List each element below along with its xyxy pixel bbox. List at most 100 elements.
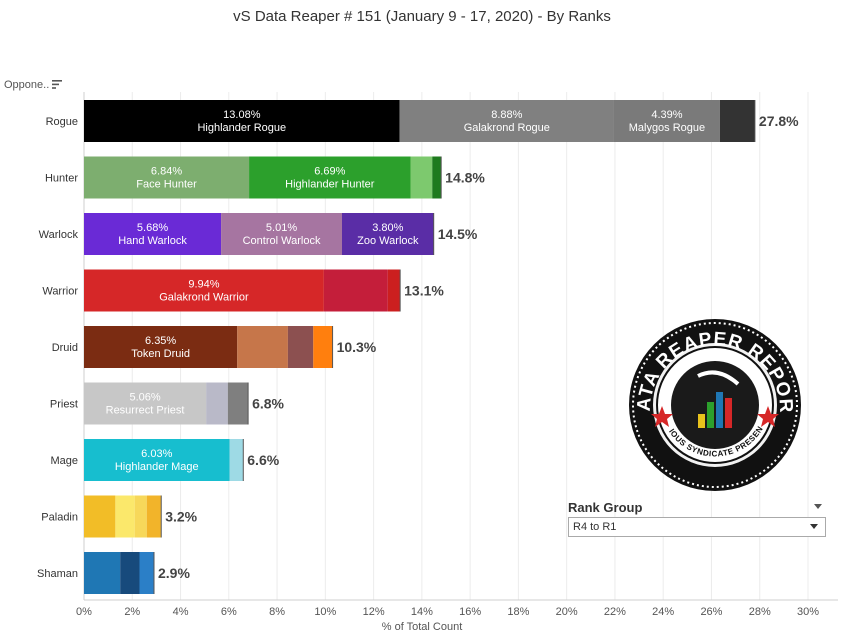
category-label[interactable]: Rogue (46, 116, 78, 128)
sort-icon[interactable] (52, 80, 62, 89)
segment-value-label: 5.01% (266, 222, 297, 234)
bar-segment[interactable] (120, 552, 140, 594)
bar-segment[interactable] (84, 326, 238, 368)
bar-segment[interactable] (84, 439, 230, 481)
filter-title-label: Rank Group (568, 500, 643, 515)
rank-group-selected: R4 to R1 (573, 521, 617, 533)
segment-name-label: Highlander Hunter (285, 179, 375, 191)
segment-name-label: Highlander Rogue (197, 122, 286, 134)
segment-value-label: 6.84% (151, 166, 182, 178)
bar-segment[interactable] (613, 100, 720, 142)
segment-value-label: 5.06% (129, 392, 160, 404)
bar-segment[interactable] (287, 326, 314, 368)
bar-segment[interactable] (84, 495, 116, 538)
bar-segment[interactable] (134, 495, 147, 538)
category-label[interactable]: Mage (50, 455, 78, 467)
segment-name-label: Control Warlock (243, 235, 321, 247)
segment-value-label: 6.69% (314, 166, 345, 178)
x-tick-label: 22% (604, 606, 626, 618)
bar-segment[interactable] (341, 213, 434, 255)
data-reaper-logo: DATA REAPER REPORT VICIOUS SYNDICATE PRE… (628, 318, 801, 491)
x-tick-label: 10% (314, 606, 336, 618)
bar-segment[interactable] (146, 495, 162, 538)
category-label[interactable]: Warlock (39, 229, 79, 241)
bar-segment[interactable] (84, 552, 121, 594)
category-label[interactable]: Paladin (41, 512, 78, 524)
x-tick-label: 16% (459, 606, 481, 618)
bar-segment[interactable] (719, 100, 755, 142)
bar-segment[interactable] (139, 552, 154, 594)
x-tick-label: 0% (76, 606, 92, 618)
x-tick-label: 4% (173, 606, 189, 618)
segment-value-label: 4.39% (651, 109, 682, 121)
category-label[interactable]: Priest (50, 399, 78, 411)
bar-total-label: 3.2% (165, 509, 197, 525)
bar-segment[interactable] (84, 269, 324, 312)
bar-total-label: 14.5% (438, 226, 478, 242)
x-tick-label: 20% (556, 606, 578, 618)
x-tick-label: 8% (269, 606, 285, 618)
segment-name-label: Face Hunter (136, 179, 197, 191)
bar-segment[interactable] (410, 156, 433, 199)
segment-name-label: Malygos Rogue (629, 122, 705, 134)
segment-name-label: Token Druid (131, 348, 190, 360)
bar-segment[interactable] (249, 156, 411, 199)
bar-segment[interactable] (84, 213, 222, 255)
bar-total-label: 6.8% (252, 396, 284, 412)
x-tick-label: 30% (797, 606, 819, 618)
x-axis-title: % of Total Count (381, 621, 463, 633)
bar-segment[interactable] (237, 326, 288, 368)
chevron-down-icon[interactable] (810, 524, 818, 529)
bar-total-label: 13.1% (404, 283, 444, 299)
page-title: vS Data Reaper # 151 (January 9 - 17, 20… (233, 8, 611, 25)
segment-name-label: Zoo Warlock (357, 235, 419, 247)
segment-name-label: Galakrond Rogue (464, 122, 550, 134)
filter-menu-icon[interactable] (814, 504, 822, 509)
filter-title: Rank Group (568, 500, 826, 516)
segment-value-label: 8.88% (491, 109, 522, 121)
x-tick-label: 14% (411, 606, 433, 618)
bar-segment[interactable] (84, 156, 250, 199)
rank-group-filter: Rank Group R4 to R1 (568, 500, 826, 537)
segment-value-label: 6.35% (145, 335, 176, 347)
x-tick-label: 26% (700, 606, 722, 618)
segment-name-label: Hand Warlock (118, 235, 187, 247)
segment-value-label: 5.68% (137, 222, 168, 234)
bar-segment[interactable] (323, 269, 388, 312)
segment-name-label: Resurrect Priest (106, 405, 185, 417)
x-tick-label: 18% (507, 606, 529, 618)
x-tick-label: 28% (749, 606, 771, 618)
segment-value-label: 13.08% (223, 109, 261, 121)
bar-segment[interactable] (115, 495, 135, 538)
segment-value-label: 6.03% (141, 448, 172, 460)
bar-total-label: 6.6% (247, 452, 279, 468)
x-tick-label: 6% (221, 606, 237, 618)
bar-segment[interactable] (227, 382, 249, 425)
category-label[interactable]: Warrior (42, 286, 78, 298)
bar-segment[interactable] (432, 156, 442, 199)
bar-total-label: 2.9% (158, 565, 190, 581)
bar-segment[interactable] (221, 213, 342, 255)
bar-segment[interactable] (399, 100, 614, 142)
sort-field-label[interactable]: Oppone.. (4, 79, 50, 91)
segment-name-label: Galakrond Warrior (159, 292, 249, 304)
segment-value-label: 9.94% (188, 279, 219, 291)
segment-value-label: 3.80% (372, 222, 403, 234)
bar-segment[interactable] (84, 382, 207, 425)
bar-total-label: 27.8% (759, 113, 799, 129)
x-tick-label: 24% (652, 606, 674, 618)
bar-total-label: 14.8% (445, 170, 485, 186)
rank-group-select[interactable]: R4 to R1 (568, 517, 826, 537)
category-label[interactable]: Shaman (37, 568, 78, 580)
bar-total-label: 10.3% (337, 339, 377, 355)
x-tick-label: 2% (124, 606, 140, 618)
bar-segment[interactable] (313, 326, 333, 368)
category-label[interactable]: Hunter (45, 173, 78, 185)
bar-segment[interactable] (84, 100, 400, 142)
category-label[interactable]: Druid (52, 342, 78, 354)
bar-segment[interactable] (206, 382, 228, 425)
bar-segment[interactable] (387, 269, 401, 312)
bar-segment[interactable] (229, 439, 244, 481)
x-tick-label: 12% (363, 606, 385, 618)
